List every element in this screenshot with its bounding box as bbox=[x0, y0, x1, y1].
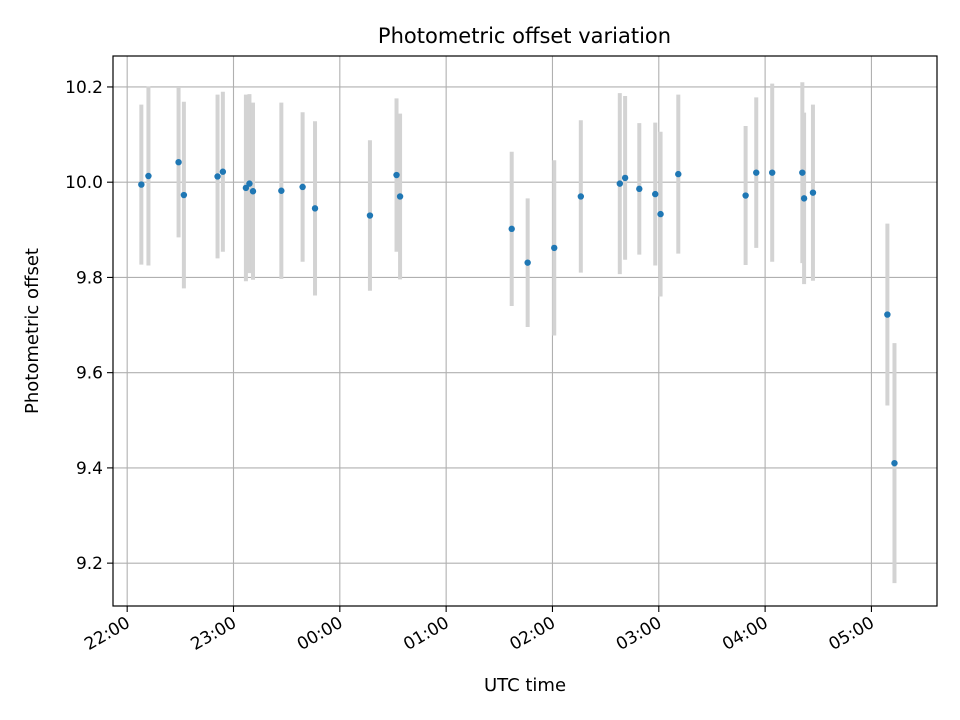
data-point bbox=[551, 244, 558, 252]
data-point bbox=[891, 459, 898, 467]
data-point bbox=[278, 187, 285, 194]
data-point bbox=[524, 259, 531, 266]
y-tick-label: 10.0 bbox=[65, 173, 103, 193]
data-point bbox=[299, 183, 306, 191]
data-point bbox=[577, 193, 585, 200]
data-point bbox=[675, 170, 682, 178]
data-point bbox=[138, 181, 145, 188]
chart-title: Photometric offset variation bbox=[378, 24, 671, 48]
y-tick-label: 9.6 bbox=[76, 364, 103, 384]
data-point bbox=[800, 195, 808, 202]
data-point bbox=[311, 205, 319, 212]
data-point bbox=[616, 180, 624, 187]
data-point bbox=[884, 311, 891, 318]
y-tick-label: 10.2 bbox=[65, 78, 103, 98]
data-point bbox=[393, 171, 400, 179]
data-point bbox=[799, 169, 806, 176]
x-axis-label: UTC time bbox=[484, 675, 566, 696]
data-point bbox=[508, 225, 515, 233]
data-point bbox=[769, 169, 776, 176]
y-axis-label: Photometric offset bbox=[22, 248, 43, 414]
data-point bbox=[396, 193, 404, 200]
plot-frame bbox=[112, 55, 938, 607]
data-point bbox=[219, 168, 227, 175]
data-point bbox=[175, 158, 182, 166]
y-axis-ticks: 9.2 9.4 9.6 9.8 10.0 10.2 bbox=[65, 78, 113, 574]
data-point bbox=[242, 184, 250, 192]
data-point bbox=[742, 192, 749, 199]
data-point bbox=[366, 212, 374, 219]
data-point bbox=[214, 173, 221, 180]
data-point bbox=[809, 189, 817, 196]
y-tick-label: 9.4 bbox=[76, 459, 103, 479]
data-points bbox=[138, 158, 898, 467]
data-point bbox=[621, 174, 629, 182]
data-point bbox=[145, 172, 152, 180]
data-point bbox=[180, 191, 188, 199]
data-point bbox=[246, 180, 253, 187]
data-point bbox=[657, 210, 664, 218]
data-point bbox=[636, 185, 643, 193]
y-tick-label: 9.8 bbox=[76, 268, 103, 288]
y-tick-label: 9.2 bbox=[76, 554, 103, 574]
data-point bbox=[753, 169, 760, 176]
data-point bbox=[249, 188, 257, 195]
data-point bbox=[652, 190, 659, 198]
